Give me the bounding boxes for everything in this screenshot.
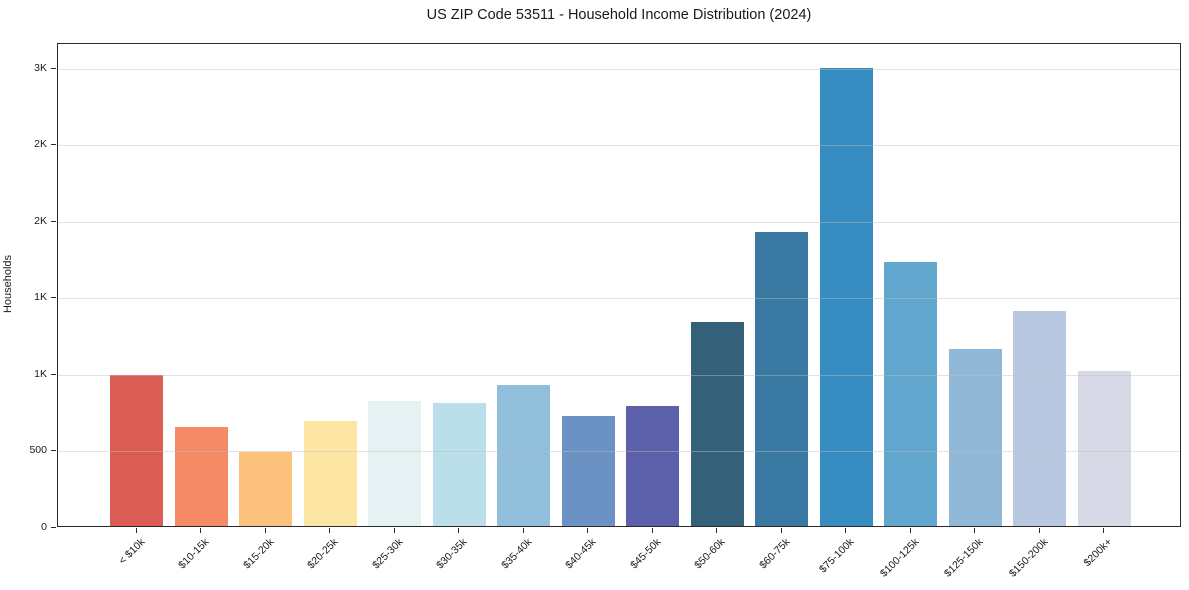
bar-$100-125k: [884, 261, 937, 526]
x-tick-mark: [1103, 528, 1104, 533]
bar-$200k+: [1077, 371, 1131, 526]
plot-area: [57, 43, 1181, 527]
x-tick-mark: [716, 528, 717, 533]
y-tick-mark: [51, 297, 56, 299]
bar-$10-15k: [174, 427, 228, 526]
bar-$20-25k: [303, 421, 357, 526]
x-tick-mark: [329, 528, 330, 533]
gridline: [58, 68, 1180, 70]
y-axis-label: Households: [2, 254, 14, 314]
x-tick-mark: [587, 528, 588, 533]
bar-$50-60k: [690, 321, 744, 526]
y-tick-label: 500: [29, 444, 47, 457]
y-tick-label: 1K: [34, 367, 47, 380]
bar-$125-150k: [948, 348, 1002, 526]
gridline: [58, 221, 1180, 223]
x-tick-mark: [1038, 528, 1040, 533]
gridline: [58, 145, 1180, 147]
y-tick-label: 3K: [34, 61, 47, 74]
y-tick-mark: [51, 450, 56, 452]
y-tick-label: 2K: [34, 214, 47, 227]
y-tick-mark: [51, 67, 56, 69]
bar-$25-30k: [368, 400, 421, 526]
x-tick-mark: [909, 528, 911, 533]
x-tick-mark: [651, 528, 653, 533]
x-tick-mark: [974, 528, 975, 533]
bar-$150-200k: [1013, 311, 1066, 526]
y-tick-label: 1K: [34, 291, 47, 304]
gridline: [58, 451, 1180, 453]
bar-$15-20k: [239, 451, 292, 526]
x-tick-mark: [780, 528, 782, 533]
chart-title: US ZIP Code 53511 - Household Income Dis…: [426, 7, 812, 23]
gridline: [58, 298, 1180, 300]
x-tick-mark: [522, 528, 524, 533]
bar-$45-50k: [626, 406, 679, 526]
bar-$75-100k: [819, 68, 873, 526]
y-tick-mark: [51, 220, 56, 222]
x-tick-label: < $10k: [115, 536, 147, 567]
y-tick-mark: [51, 144, 56, 146]
y-tick-mark: [51, 527, 56, 528]
bar-$30-35k: [432, 402, 486, 526]
bar-$60-75k: [755, 231, 808, 526]
x-tick-mark: [200, 528, 201, 533]
x-tick-mark: [393, 528, 395, 533]
bar-< $10k: [110, 375, 163, 526]
gridline: [58, 374, 1180, 376]
x-tick-mark: [845, 528, 846, 533]
y-tick-mark: [51, 373, 56, 375]
y-tick-label: 0: [41, 521, 47, 533]
x-tick-mark: [458, 528, 459, 533]
y-tick-label: 2K: [34, 138, 47, 151]
bar-$35-40k: [497, 384, 550, 526]
bar-$40-45k: [561, 415, 615, 526]
x-tick-mark: [135, 528, 137, 533]
x-tick-mark: [264, 528, 266, 533]
